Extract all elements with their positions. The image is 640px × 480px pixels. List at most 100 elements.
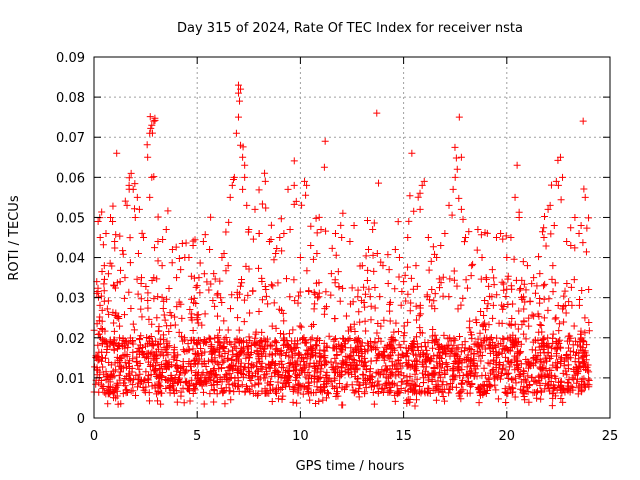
dense-point <box>112 383 120 391</box>
dense-point <box>299 390 307 398</box>
dense-point <box>153 275 161 283</box>
dense-point <box>427 257 435 265</box>
dense-point <box>478 343 486 351</box>
dense-point <box>520 383 528 391</box>
dense-point <box>111 244 119 252</box>
dense-point <box>159 352 167 360</box>
dense-point <box>553 364 561 372</box>
dense-point <box>286 293 294 301</box>
dense-point <box>112 339 120 347</box>
dense-point <box>133 275 141 283</box>
dense-point <box>557 378 565 386</box>
dense-point <box>157 389 165 397</box>
dense-point <box>530 312 538 320</box>
dense-point <box>352 336 360 344</box>
dense-point <box>526 362 534 370</box>
dense-point <box>166 389 174 397</box>
dense-point <box>284 342 292 350</box>
dense-point <box>415 312 423 320</box>
dense-point <box>312 400 320 408</box>
dense-point <box>446 334 454 342</box>
data-point <box>148 121 156 129</box>
dense-point <box>262 204 270 212</box>
dense-point <box>330 336 338 344</box>
dense-point <box>216 277 224 285</box>
dense-point <box>165 327 173 335</box>
dense-point <box>370 219 378 227</box>
dense-point <box>174 351 182 359</box>
dense-point <box>231 374 239 382</box>
dense-point <box>373 249 381 257</box>
dense-point <box>266 341 274 349</box>
dense-point <box>153 373 161 381</box>
data-point <box>234 89 242 97</box>
dense-point <box>511 366 519 374</box>
dense-point <box>238 381 246 389</box>
dense-point <box>121 375 129 383</box>
dense-point <box>150 274 158 282</box>
dense-point <box>497 339 505 347</box>
dense-point <box>157 400 165 408</box>
dense-point <box>576 295 584 303</box>
data-point <box>327 270 335 278</box>
dense-point <box>365 285 373 293</box>
dense-point <box>446 275 454 283</box>
dense-point <box>332 364 340 372</box>
dense-point <box>211 302 219 310</box>
dense-point <box>110 281 118 289</box>
dense-point <box>355 393 363 401</box>
dense-point <box>236 282 244 290</box>
data-point <box>296 254 304 262</box>
dense-point <box>307 222 315 230</box>
dense-point <box>549 394 557 402</box>
dense-point <box>477 275 485 283</box>
dense-point <box>416 353 424 361</box>
dense-point <box>361 290 369 298</box>
dense-point <box>305 287 313 295</box>
dense-point <box>150 295 158 303</box>
dense-point <box>450 267 458 275</box>
dense-point <box>545 354 553 362</box>
dense-point <box>357 345 365 353</box>
dense-point <box>447 380 455 388</box>
dense-point <box>488 293 496 301</box>
dense-point <box>455 194 463 202</box>
data-point <box>519 258 527 266</box>
dense-point <box>134 375 142 383</box>
dense-point <box>391 285 399 293</box>
dense-point <box>301 339 309 347</box>
dense-point <box>410 380 418 388</box>
dense-point <box>120 294 128 302</box>
dense-point <box>233 335 241 343</box>
dense-point <box>330 384 338 392</box>
dense-point <box>258 296 266 304</box>
dense-point <box>339 284 347 292</box>
dense-point <box>108 262 116 270</box>
data-point <box>286 225 294 233</box>
dense-point <box>475 352 483 360</box>
dense-point <box>470 361 478 369</box>
dense-point <box>233 350 241 358</box>
dense-point <box>540 282 548 290</box>
dense-point <box>511 393 519 401</box>
dense-point <box>539 336 547 344</box>
dense-point <box>528 373 536 381</box>
dense-point <box>535 343 543 351</box>
dense-point <box>222 267 230 275</box>
x-tick-label: 0 <box>90 429 98 444</box>
dense-point <box>567 224 575 232</box>
dense-point <box>553 386 561 394</box>
dense-point <box>455 392 463 400</box>
dense-point <box>583 341 591 349</box>
dense-point <box>545 387 553 395</box>
dense-point <box>314 335 322 343</box>
dense-point <box>314 294 322 302</box>
dense-point <box>234 374 242 382</box>
dense-point <box>480 364 488 372</box>
dense-point <box>479 391 487 399</box>
dense-point <box>94 284 102 292</box>
dense-point <box>547 366 555 374</box>
dense-point <box>489 301 497 309</box>
dense-point <box>467 355 475 363</box>
data-point <box>395 254 403 262</box>
